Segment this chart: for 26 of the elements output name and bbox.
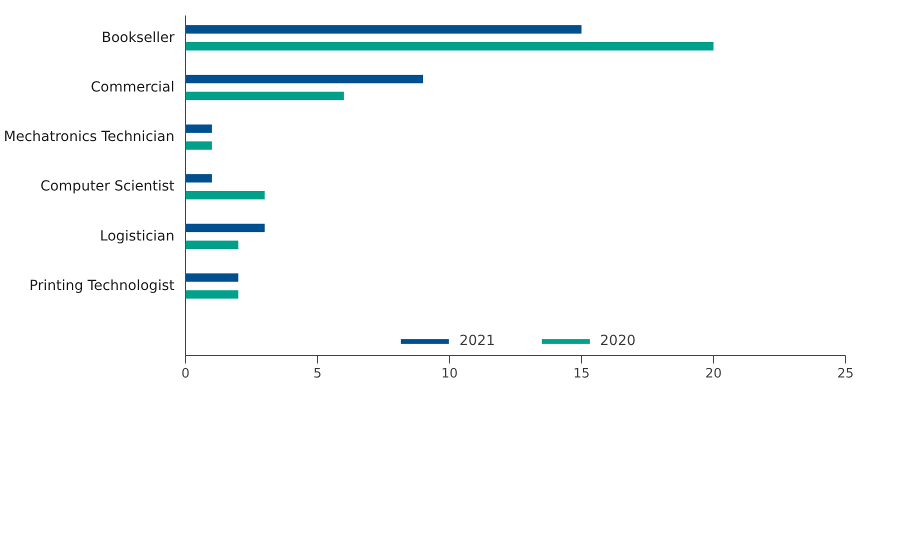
y-tick-label: Printing Technologist bbox=[29, 278, 176, 294]
bar bbox=[186, 42, 714, 50]
bar bbox=[186, 290, 238, 299]
bar bbox=[186, 141, 212, 150]
legend-label: 2021 bbox=[459, 333, 495, 349]
x-tick-label: 5 bbox=[313, 366, 322, 382]
bar bbox=[186, 190, 265, 200]
x-tick-label: 25 bbox=[837, 366, 854, 382]
bar bbox=[186, 74, 424, 84]
x-tick-label: 20 bbox=[705, 366, 722, 382]
y-tick-label: Mechatronics Technician bbox=[4, 129, 175, 146]
x-tick-label: 10 bbox=[441, 366, 458, 382]
y-tick-label: Logistician bbox=[100, 228, 174, 244]
bar bbox=[186, 92, 344, 100]
bar bbox=[186, 240, 238, 250]
y-tick-label: Computer Scientist bbox=[40, 178, 176, 195]
bar bbox=[186, 124, 212, 133]
bar bbox=[186, 224, 265, 232]
bar bbox=[186, 25, 582, 34]
x-tick-label: 0 bbox=[181, 366, 190, 382]
y-tick-label: Commercial bbox=[90, 79, 174, 96]
legend-label: 2020 bbox=[600, 333, 636, 349]
y-tick-label: Bookseller bbox=[102, 30, 175, 46]
bar bbox=[186, 174, 212, 183]
x-tick-label: 15 bbox=[573, 366, 590, 382]
bar bbox=[186, 273, 238, 282]
